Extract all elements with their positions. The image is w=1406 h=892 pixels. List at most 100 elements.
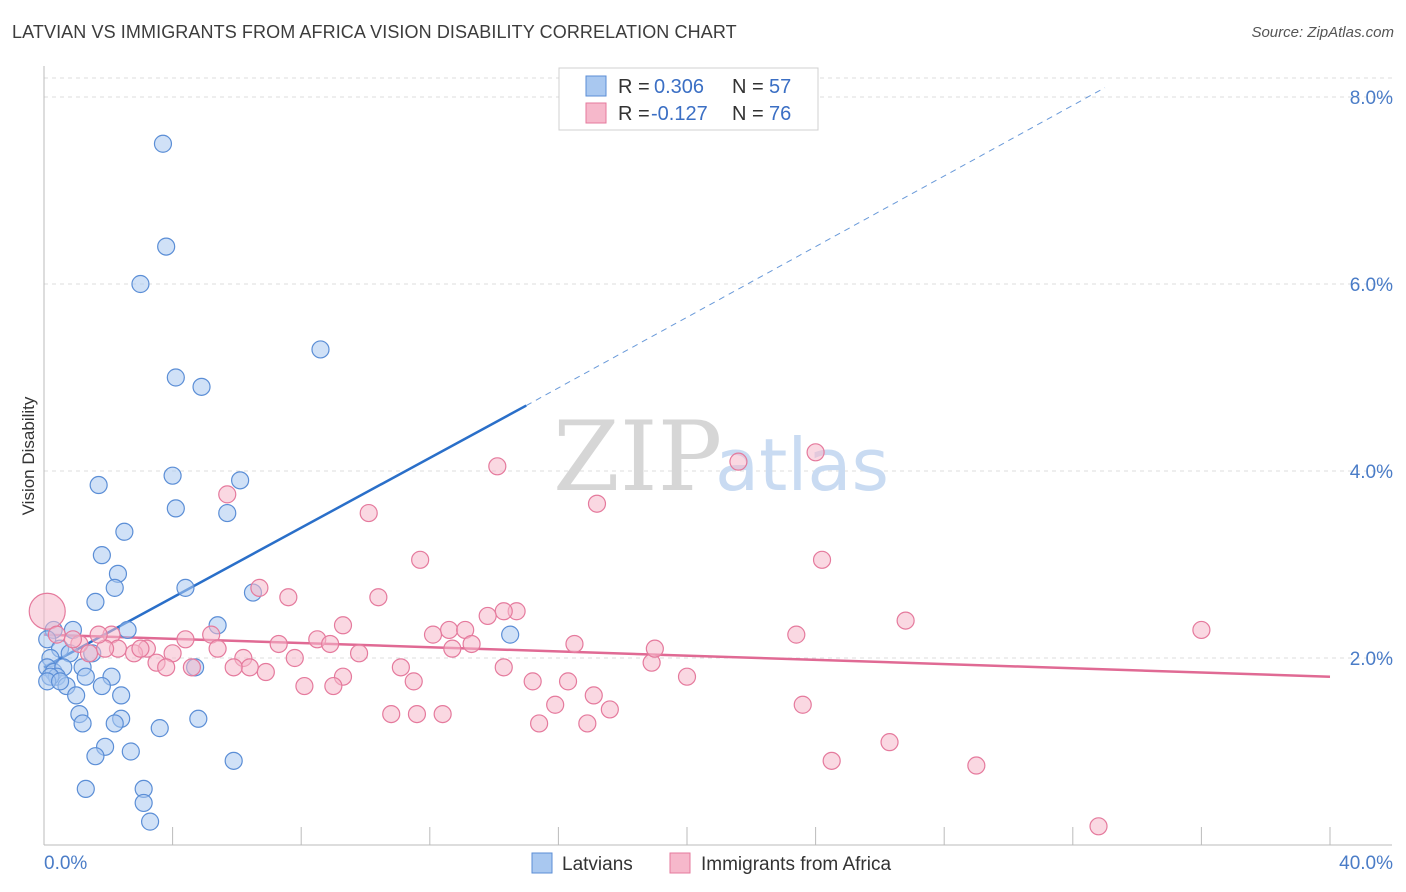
africa-point: [1090, 818, 1107, 835]
y-tick-label-1: 4.0%: [1350, 462, 1393, 483]
latvian-point: [142, 813, 159, 830]
africa-point: [286, 650, 303, 667]
legend-n-value-latvian: 57: [769, 76, 791, 98]
x-tick-label-0: 0.0%: [44, 853, 87, 874]
latvian-point: [74, 715, 91, 732]
africa-point: [408, 706, 425, 723]
latvian-point: [93, 678, 110, 695]
grid-lines: [44, 78, 1392, 658]
africa-point: [588, 495, 605, 512]
africa-point: [322, 635, 339, 652]
africa-point: [531, 715, 548, 732]
africa-point: [579, 715, 596, 732]
africa-point: [183, 659, 200, 676]
watermark-zip: ZIP: [553, 401, 722, 513]
africa-point: [425, 626, 442, 643]
x-tick-label-1: 40.0%: [1339, 853, 1393, 874]
latvian-point: [68, 687, 85, 704]
africa-point: [566, 635, 583, 652]
africa-point: [48, 626, 65, 643]
legend-n-label-latvian: N =: [732, 76, 764, 98]
latvian-point: [116, 523, 133, 540]
africa-point: [219, 486, 236, 503]
africa-point: [679, 668, 696, 685]
latvian-point: [52, 673, 69, 690]
africa-point: [560, 673, 577, 690]
africa-point: [823, 752, 840, 769]
africa-point: [334, 617, 351, 634]
africa-point: [807, 444, 824, 461]
latvian-point: [106, 579, 123, 596]
latvian-point: [502, 626, 519, 643]
africa-point: [257, 664, 274, 681]
africa-point: [177, 631, 194, 648]
latvian-point: [135, 794, 152, 811]
africa-point: [463, 635, 480, 652]
africa-point: [524, 673, 541, 690]
latvian-point: [122, 743, 139, 760]
africa-point: [489, 458, 506, 475]
africa-point: [132, 640, 149, 657]
latvian-point: [90, 477, 107, 494]
latvian-point: [77, 668, 94, 685]
series-legend: Latvians Immigrants from Africa: [532, 853, 891, 875]
latvian-point: [312, 341, 329, 358]
africa-point: [360, 505, 377, 522]
africa-point: [441, 621, 458, 638]
africa-point: [794, 696, 811, 713]
africa-point: [1193, 621, 1210, 638]
africa-point: [646, 640, 663, 657]
legend-swatch-africa: [586, 103, 606, 123]
africa-point: [412, 551, 429, 568]
latvian-trend-extension: [526, 88, 1105, 406]
africa-point: [241, 659, 258, 676]
africa-point: [280, 589, 297, 606]
latvian-point: [119, 621, 136, 638]
trend-lines: [44, 88, 1330, 677]
latvian-point: [87, 593, 104, 610]
africa-point: [81, 645, 98, 662]
latvian-point: [167, 369, 184, 386]
latvian-point: [132, 276, 149, 293]
legend-n-value-africa: 76: [769, 103, 791, 125]
africa-point: [495, 603, 512, 620]
africa-point: [968, 757, 985, 774]
africa-point: [730, 453, 747, 470]
africa-point: [601, 701, 618, 718]
africa-point: [788, 626, 805, 643]
scatter-chart: ZIP atlas 2.0%4.0%6.0%8.0% 0.0% 40.0% Vis…: [0, 0, 1406, 892]
latvian-point: [190, 710, 207, 727]
latvian-point: [77, 780, 94, 797]
latvian-point: [93, 547, 110, 564]
y-tick-labels: 2.0%4.0%6.0%8.0%: [1350, 88, 1393, 670]
latvian-point: [154, 135, 171, 152]
latvian-point: [167, 500, 184, 517]
latvian-point: [177, 579, 194, 596]
africa-point: [296, 678, 313, 695]
legend-r-label-africa: R =: [618, 103, 650, 125]
series-label-africa: Immigrants from Africa: [701, 854, 891, 875]
legend-r-label-latvian: R =: [618, 76, 650, 98]
latvian-point: [87, 748, 104, 765]
latvian-point: [193, 378, 210, 395]
series-swatch-africa: [670, 853, 690, 873]
y-tick-label-2: 6.0%: [1350, 275, 1393, 296]
africa-point: [392, 659, 409, 676]
y-tick-label-0: 2.0%: [1350, 649, 1393, 670]
africa-point: [881, 734, 898, 751]
legend-swatch-latvian: [586, 76, 606, 96]
africa-point: [547, 696, 564, 713]
africa-point: [251, 579, 268, 596]
africa-point: [495, 659, 512, 676]
latvian-point: [232, 472, 249, 489]
y-axis-label: Vision Disability: [19, 396, 38, 515]
legend-r-value-africa: -0.127: [651, 103, 708, 125]
africa-point: [444, 640, 461, 657]
africa-point: [585, 687, 602, 704]
legend-r-value-latvian: 0.306: [654, 76, 704, 98]
series-label-latvian: Latvians: [562, 854, 633, 875]
latvian-point: [219, 505, 236, 522]
latvian-point: [106, 715, 123, 732]
africa-point: [814, 551, 831, 568]
africa-point: [29, 593, 65, 629]
